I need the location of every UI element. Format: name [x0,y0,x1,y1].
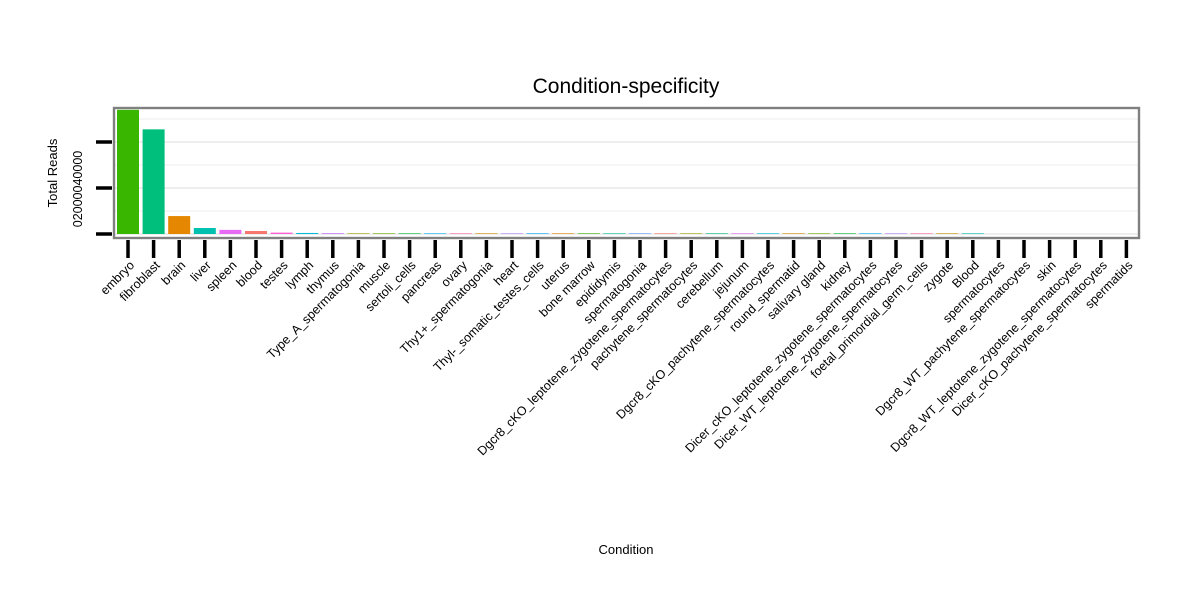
chart-title: Condition-specificity [533,75,720,98]
bar-spermatogonia [629,233,651,234]
bar-Type_A_spermatogonia [347,233,370,234]
y-axis: 02000040000 [71,140,112,236]
x-axis-title: Condition [599,542,654,557]
y-tick-labels: 02000040000 [71,151,85,228]
bar-Thyl-_somatic_testes_cells [526,233,549,234]
bar-ovary [449,233,472,234]
bar-pachytene_spermatocytes [680,233,703,234]
plot-panel-border [112,106,1141,240]
bar-muscle [373,233,395,234]
bars [117,109,984,234]
bar-kidney [833,233,856,234]
bar-Dgcr8_cKO_pachytene_spermatocytes [757,233,779,234]
bar-embryo [117,109,139,234]
y-tick-label: 20000 [71,185,85,220]
bar-foetal_primordial_germ_cells [910,233,933,234]
bar-liver [193,228,216,234]
bar-round_spermatid [782,233,805,234]
y-tick-label: 40000 [71,151,85,186]
bar-bone marrow [577,233,600,234]
bar-Dgcr8_cKO_leptotene_zygotene_spermatocytes [654,233,677,234]
bar-lymph [296,232,319,234]
bar-testes [270,232,293,234]
bar-blood [245,231,267,234]
bar-sertoli_cells [398,233,421,234]
y-tick-label: 0 [71,220,85,227]
bar-jejunum [731,233,754,234]
bar-salivary gland [808,233,831,234]
bar-thymus [321,233,344,234]
x-tick-label: testes [257,258,290,291]
bar-Blood [961,233,984,234]
bar-pancreas [424,233,447,234]
bar-Thy1+_spermatogonia [475,233,498,234]
bar-heart [501,233,523,234]
gridlines [114,118,1139,235]
bar-zygote [936,233,959,234]
y-axis-title: Total Reads [45,138,60,207]
bar-Dicer_WT_leptotene_zygotene_spermatocytes [885,233,907,234]
bar-cerebellum [705,233,728,234]
bar-spleen [219,229,242,234]
bar-uterus [552,233,575,234]
bar-brain [168,216,191,234]
x-tick-label: brain [159,258,189,288]
bar-Dicer_cKO_leptotene_zygotene_spermatocytes [859,233,882,234]
bar-epididymis [603,233,626,234]
bar-fibroblast [142,129,165,234]
